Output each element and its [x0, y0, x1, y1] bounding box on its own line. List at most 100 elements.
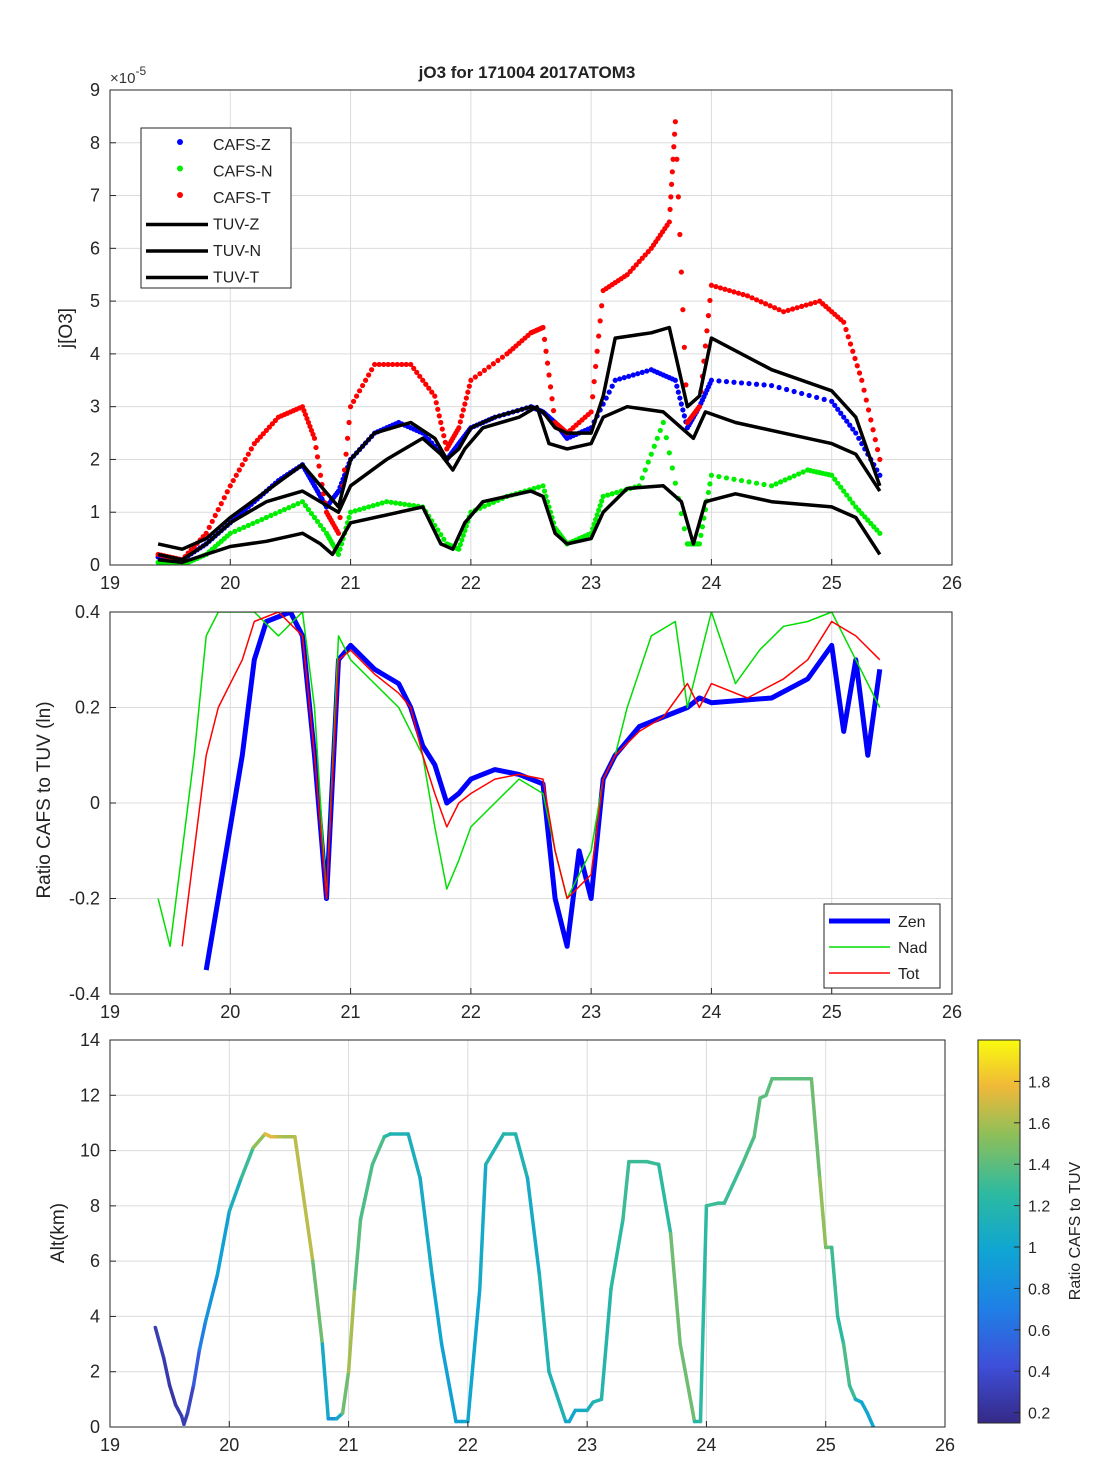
- data-point-interp: [337, 514, 343, 521]
- track-segment: [478, 1162, 488, 1291]
- data-point-interp: [735, 290, 742, 296]
- data-point-interp: [713, 283, 719, 290]
- data-point-interp: [605, 492, 611, 498]
- track-segment: [370, 1135, 387, 1167]
- data-point: [311, 435, 318, 441]
- data-point-interp: [457, 541, 463, 548]
- data-point: [540, 483, 546, 489]
- data-point-interp: [597, 503, 603, 509]
- data-point-interp: [363, 377, 369, 383]
- legend-marker: [177, 165, 183, 172]
- track-segment: [439, 1342, 458, 1424]
- data-point-interp: [215, 506, 221, 513]
- colorbar-label: Ratio CAFS to TUV: [1067, 1161, 1084, 1300]
- data-point: [768, 483, 775, 489]
- x-tick-label: 23: [577, 1435, 597, 1455]
- data-point-interp: [435, 406, 441, 412]
- data-point-interp: [821, 396, 827, 403]
- x-tick-label: 25: [822, 1002, 842, 1022]
- data-point-interp: [369, 367, 375, 373]
- data-point-interp: [838, 484, 844, 490]
- data-point-interp: [654, 435, 660, 441]
- data-point-interp: [845, 334, 851, 340]
- data-point-interp: [738, 380, 745, 386]
- data-point: [829, 398, 835, 404]
- track-segment: [764, 1076, 774, 1098]
- data-point-interp: [767, 303, 773, 309]
- exponent-base: ×10: [110, 70, 135, 87]
- data-point: [612, 377, 618, 383]
- data-point: [335, 530, 342, 536]
- data-point-interp: [814, 394, 820, 401]
- data-point-interp: [874, 446, 881, 453]
- data-point-interp: [738, 477, 745, 484]
- data-point-interp: [546, 372, 552, 378]
- data-point-interp: [441, 433, 447, 439]
- data-point-interp: [621, 375, 627, 381]
- track-segment: [293, 1135, 303, 1180]
- data-point-interp: [302, 411, 309, 418]
- data-point-interp: [462, 401, 468, 407]
- track-segment: [547, 1369, 568, 1424]
- data-point: [263, 514, 269, 521]
- data-point-interp: [594, 512, 600, 518]
- data-point-interp: [308, 427, 315, 434]
- colorbar-tick-label: 1.6: [1028, 1116, 1050, 1133]
- x-tick-label: 26: [942, 573, 962, 593]
- track-segment: [299, 1176, 315, 1263]
- data-point-interp: [668, 194, 674, 200]
- data-point-interp: [731, 289, 737, 295]
- data-point-interp: [753, 480, 760, 486]
- x-tick-label: 19: [100, 1002, 120, 1022]
- data-point-interp: [433, 400, 439, 406]
- y-tick-label: 8: [90, 1196, 100, 1216]
- x-tick-label: 19: [100, 1435, 120, 1455]
- data-point-interp: [671, 144, 677, 150]
- data-point-interp: [343, 451, 349, 457]
- colorbar-tick-label: 0.2: [1028, 1406, 1050, 1423]
- y-tick-label: 12: [80, 1085, 100, 1105]
- colorbar-gradient: [977, 1039, 1021, 1424]
- y-tick-label: 4: [90, 1306, 100, 1326]
- data-point-interp: [305, 419, 312, 426]
- data-point: [660, 419, 666, 426]
- y-axis-label: Ratio CAFS to TUV (ln): [34, 701, 55, 898]
- x-tick-label: 22: [458, 1435, 478, 1455]
- data-point-interp: [803, 302, 809, 308]
- data-point-interp: [865, 517, 871, 523]
- data-point-interp: [841, 414, 847, 420]
- y-tick-label: 7: [90, 186, 100, 206]
- data-point-interp: [669, 169, 675, 175]
- data-point-interp: [838, 410, 844, 416]
- track-segment: [698, 1204, 709, 1424]
- colorbar-tick-label: 0.8: [1028, 1281, 1050, 1298]
- plot-area: [155, 119, 883, 565]
- data-point-interp: [677, 231, 683, 238]
- data-point-interp: [847, 341, 854, 347]
- data-point-interp: [209, 518, 215, 525]
- data-point-interp: [716, 378, 722, 384]
- track-segment: [740, 1135, 756, 1167]
- x-tick-label: 26: [942, 1002, 962, 1022]
- track-segment: [197, 1320, 208, 1352]
- data-point-interp: [316, 463, 322, 469]
- x-ticks: 19 20 21 22 23 24 25 26: [100, 988, 962, 1022]
- plot-area: [153, 1076, 876, 1427]
- data-point-interp: [861, 387, 867, 393]
- data-point-interp: [346, 419, 352, 426]
- data-point-interp: [593, 516, 599, 523]
- data-point-interp: [671, 131, 678, 137]
- data-point-interp: [417, 373, 423, 379]
- data-point-interp: [394, 361, 400, 368]
- data-point-interp: [599, 498, 605, 504]
- data-point-interp: [218, 501, 224, 507]
- data-point-interp: [248, 446, 254, 452]
- data-point-interp: [863, 397, 869, 403]
- y-tick-label: 0.2: [75, 698, 100, 718]
- data-point-interp: [627, 268, 633, 275]
- data-point-interp: [856, 370, 863, 376]
- x-tick-label: 25: [822, 573, 842, 593]
- track-segment: [418, 1176, 434, 1277]
- data-point-interp: [212, 512, 218, 519]
- data-point-interp: [549, 396, 555, 402]
